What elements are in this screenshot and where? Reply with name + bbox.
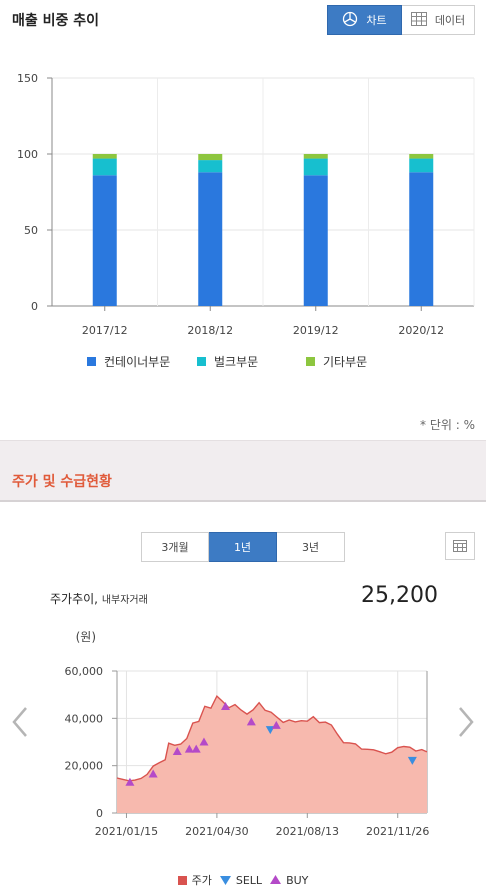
bar-segment <box>409 158 434 173</box>
x-tick-label: 2021/01/15 <box>95 825 158 838</box>
data-view-button[interactable]: 데이터 <box>402 5 475 35</box>
bar-segment <box>198 154 223 161</box>
y-tick-label: 40,000 <box>65 712 104 725</box>
bar-segment <box>92 158 117 176</box>
legend-item[interactable]: 벌크부문 <box>197 353 258 370</box>
current-price: 25,200 <box>361 583 438 608</box>
buy-marker <box>191 744 201 753</box>
buy-marker <box>125 777 135 786</box>
bar-segment <box>303 154 328 159</box>
bar-segment <box>409 154 434 159</box>
x-tick-label: 2018/12 <box>187 324 233 337</box>
bar-segment <box>303 158 328 176</box>
price-chart-legend: 주가 SELL BUY <box>0 872 486 888</box>
x-tick-label: 2021/11/26 <box>366 825 429 838</box>
bar-segment <box>92 154 117 159</box>
x-tick-label: 2020/12 <box>398 324 444 337</box>
legend-label: 컨테이너부문 <box>104 355 171 369</box>
legend-swatch <box>306 357 315 366</box>
view-toggle: 차트 데이터 <box>327 5 475 35</box>
price-line <box>116 694 428 782</box>
bar-segment <box>198 172 223 306</box>
y-tick-label: 20,000 <box>65 760 104 773</box>
price-section-title: 주가 및 수급현황 <box>12 474 112 490</box>
bar-segment <box>303 175 328 306</box>
legend-swatch <box>87 357 96 366</box>
x-tick-label: 2021/04/30 <box>185 825 248 838</box>
x-tick-label: 2019/12 <box>293 324 339 337</box>
x-tick-label: 2017/12 <box>82 324 128 337</box>
pie-icon <box>342 11 358 30</box>
data-view-label: 데이터 <box>434 14 466 27</box>
price-chart: (원) 0 20,000 40,000 60,000 2021/01/15 2021/04/… <box>65 630 430 838</box>
legend-item[interactable]: 컨테이너부문 <box>87 353 170 370</box>
y-tick-label: 100 <box>17 148 38 161</box>
y-tick-label: 60,000 <box>65 665 104 678</box>
period-1y-button[interactable]: 1년 <box>209 532 277 562</box>
legend-item[interactable]: 기타부문 <box>306 353 367 370</box>
buy-marker <box>246 717 256 726</box>
buy-marker <box>148 769 158 778</box>
table-icon <box>410 11 427 29</box>
period-3m-button[interactable]: 3개월 <box>141 532 209 562</box>
price-chart-title: 주가추이, 내부자거래 <box>50 590 148 607</box>
bar-segment <box>198 160 223 173</box>
price-area <box>117 696 427 813</box>
calendar-icon <box>453 537 467 556</box>
x-tick-label: 2021/08/13 <box>276 825 339 838</box>
y-tick-label: 0 <box>96 807 103 820</box>
legend-buy: BUY <box>270 874 308 887</box>
legend-sell-label: SELL <box>235 873 263 887</box>
buy-marker <box>172 746 182 755</box>
legend-buy-label: BUY <box>286 873 309 887</box>
buy-marker <box>184 744 194 753</box>
buy-marker <box>199 737 209 746</box>
price-chart-title-text: 주가추이, <box>50 592 98 606</box>
legend-sell: SELL <box>219 873 263 887</box>
legend-label: 벌크부문 <box>214 355 259 369</box>
y-unit-label: (원) <box>76 630 96 644</box>
legend-price-label: 주가 <box>191 874 212 887</box>
chart-view-button[interactable]: 차트 <box>327 5 402 35</box>
legend-swatch <box>197 357 206 366</box>
buy-marker <box>221 702 230 710</box>
y-tick-label: 50 <box>24 224 38 237</box>
price-section-header: 주가 및 수급현황 <box>0 440 486 502</box>
y-tick-label: 0 <box>31 300 38 313</box>
bar-segment <box>92 175 117 306</box>
bar-segment <box>409 172 434 306</box>
legend-price: 주가 <box>177 872 212 888</box>
sales-mix-chart: 0 50 100 150 2017/12 2018/12 2019/12 2020/12 <box>17 72 475 337</box>
unit-note: * 단위 : % <box>420 418 475 432</box>
buy-marker <box>271 720 281 729</box>
price-chart-subtitle: 내부자거래 <box>101 595 148 606</box>
calendar-button[interactable] <box>445 532 475 560</box>
period-3y-button[interactable]: 3년 <box>277 532 345 562</box>
legend-label: 기타부문 <box>323 355 368 369</box>
period-selector: 3개월 1년 3년 <box>141 532 345 562</box>
sales-section-title: 매출 비중 추이 <box>12 13 100 29</box>
chart-view-label: 차트 <box>366 14 387 27</box>
next-chevron-icon[interactable] <box>454 705 478 739</box>
y-tick-label: 150 <box>17 72 38 85</box>
prev-chevron-icon[interactable] <box>8 705 32 739</box>
sales-mix-legend: 컨테이너부문 벌크부문 기타부문 <box>0 353 486 371</box>
sell-marker <box>407 756 417 765</box>
